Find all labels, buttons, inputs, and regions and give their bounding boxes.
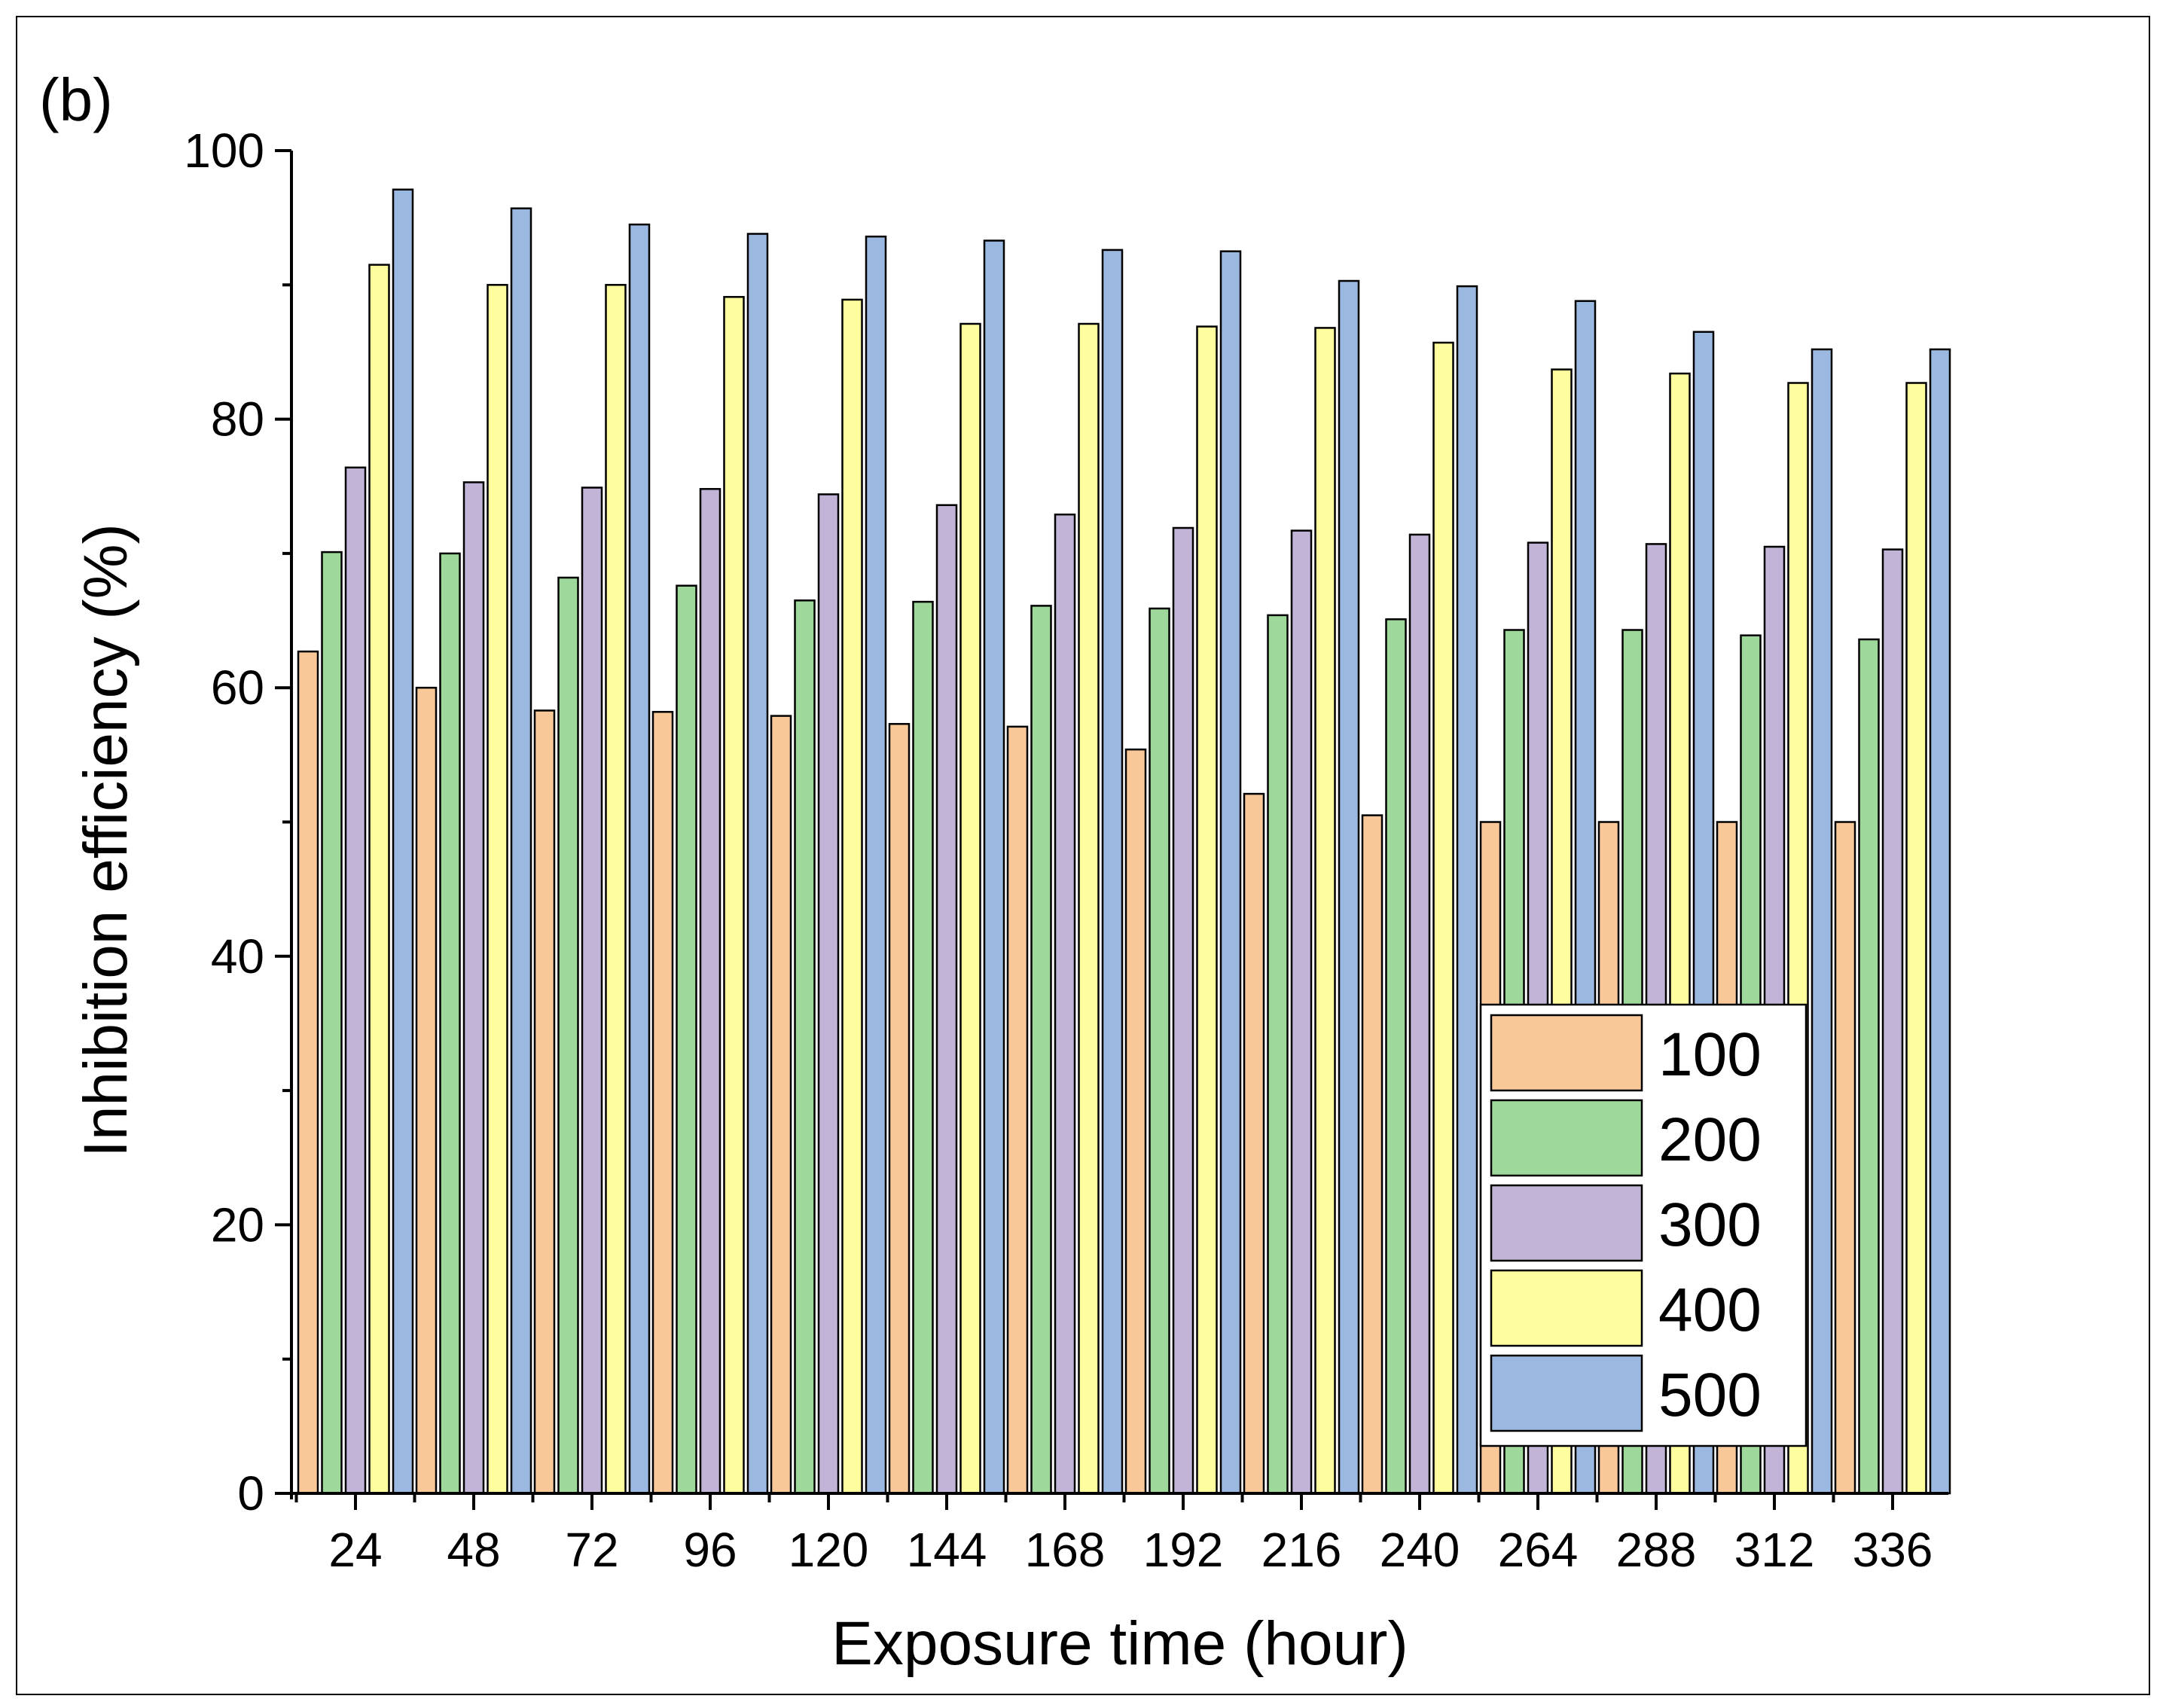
x-tick-label: 48 [447, 1523, 500, 1577]
panel-label: (b) [39, 66, 113, 133]
bar-300-72 [581, 486, 603, 1495]
bar-200-96 [676, 584, 697, 1495]
y-tick-label: 60 [211, 660, 264, 715]
bar-100-48 [415, 686, 438, 1495]
bar-200-144 [912, 600, 934, 1495]
x-tick-label: 168 [1025, 1523, 1106, 1577]
x-tick-label: 192 [1143, 1523, 1224, 1577]
bar-200-72 [557, 576, 579, 1495]
y-axis-title: Inhibition efficiency (%) [72, 523, 140, 1157]
legend-swatch-400 [1490, 1269, 1643, 1347]
bar-500-48 [510, 207, 532, 1495]
bar-500-240 [1456, 285, 1478, 1495]
bar-100-240 [1361, 814, 1383, 1495]
bar-100-120 [770, 715, 792, 1495]
bar-500-120 [865, 235, 887, 1495]
x-tick-label: 312 [1734, 1523, 1815, 1577]
bar-400-168 [1078, 322, 1100, 1495]
bar-400-24 [368, 264, 390, 1495]
bar-300-240 [1408, 533, 1431, 1495]
bar-300-216 [1290, 529, 1313, 1495]
bar-300-24 [344, 466, 367, 1495]
bar-100-72 [533, 709, 556, 1495]
y-tick-label: 40 [211, 929, 264, 984]
legend-swatch-100 [1490, 1014, 1643, 1092]
bar-400-72 [605, 284, 627, 1495]
x-tick-label: 96 [683, 1523, 737, 1577]
x-tick-label: 72 [565, 1523, 618, 1577]
legend-swatch-300 [1490, 1184, 1643, 1262]
bar-100-336 [1834, 821, 1856, 1495]
bar-500-336 [1929, 348, 1951, 1495]
y-tick-label: 20 [211, 1197, 264, 1252]
x-tick-label: 216 [1261, 1523, 1342, 1577]
axes-layer: 0 20 40 60 80 100 24 48 72 96 120 144 168 192 216 240 26… [184, 124, 1948, 1577]
x-tick-label: 240 [1380, 1523, 1460, 1577]
bar-300-192 [1172, 526, 1194, 1495]
bar-500-216 [1338, 279, 1360, 1495]
x-tick-label: 264 [1498, 1523, 1579, 1577]
y-tick-label: 100 [184, 124, 264, 178]
bar-500-192 [1219, 250, 1242, 1495]
x-axis-title: Exposure time (hour) [831, 1609, 1408, 1678]
bar-100-192 [1124, 748, 1147, 1495]
bars-layer [297, 188, 1951, 1495]
bar-300-168 [1054, 513, 1076, 1495]
bar-500-168 [1101, 249, 1124, 1495]
x-tick-label: 288 [1616, 1523, 1697, 1577]
bar-400-216 [1314, 327, 1336, 1495]
x-tick-label: 144 [907, 1523, 987, 1577]
bar-100-96 [651, 711, 674, 1495]
bar-200-120 [794, 599, 816, 1495]
bar-200-192 [1149, 607, 1170, 1495]
legend-label-100: 100 [1658, 1020, 1762, 1089]
bar-300-48 [462, 481, 485, 1495]
bar-500-312 [1811, 348, 1833, 1495]
bar-500-96 [746, 233, 769, 1495]
bar-200-48 [439, 552, 461, 1495]
bar-100-24 [297, 650, 319, 1495]
bar-200-24 [321, 551, 343, 1495]
bar-300-336 [1881, 548, 1904, 1495]
bar-500-72 [628, 223, 651, 1495]
legend: 100 200 300 400 500 [1479, 1003, 1808, 1447]
bar-200-240 [1385, 618, 1407, 1495]
legend-label-400: 400 [1658, 1276, 1762, 1344]
legend-label-200: 200 [1658, 1106, 1762, 1174]
x-tick-label: 24 [328, 1523, 382, 1577]
bar-400-48 [487, 284, 508, 1495]
y-tick-label: 80 [211, 392, 264, 447]
bar-500-144 [983, 239, 1005, 1495]
x-tick-label: 336 [1853, 1523, 1933, 1577]
bar-200-168 [1030, 605, 1052, 1495]
bar-400-336 [1905, 382, 1927, 1495]
bar-100-144 [888, 723, 911, 1495]
bar-100-168 [1006, 725, 1029, 1495]
bar-400-144 [959, 322, 981, 1495]
bar-500-24 [392, 188, 414, 1495]
bar-200-336 [1858, 638, 1880, 1495]
bar-300-144 [935, 504, 958, 1495]
bar-300-120 [817, 493, 840, 1495]
bar-400-192 [1196, 325, 1218, 1495]
legend-swatch-500 [1490, 1354, 1643, 1432]
bar-400-240 [1432, 341, 1454, 1495]
bar-400-120 [841, 298, 863, 1495]
legend-label-500: 500 [1658, 1361, 1762, 1429]
x-tick-label: 120 [789, 1523, 869, 1577]
bar-400-96 [723, 296, 745, 1495]
legend-label-300: 300 [1658, 1191, 1762, 1259]
bar-200-216 [1267, 614, 1289, 1495]
y-tick-label: 0 [237, 1466, 264, 1520]
bar-300-96 [699, 488, 721, 1495]
legend-swatch-200 [1490, 1099, 1643, 1177]
bar-100-216 [1243, 792, 1265, 1495]
